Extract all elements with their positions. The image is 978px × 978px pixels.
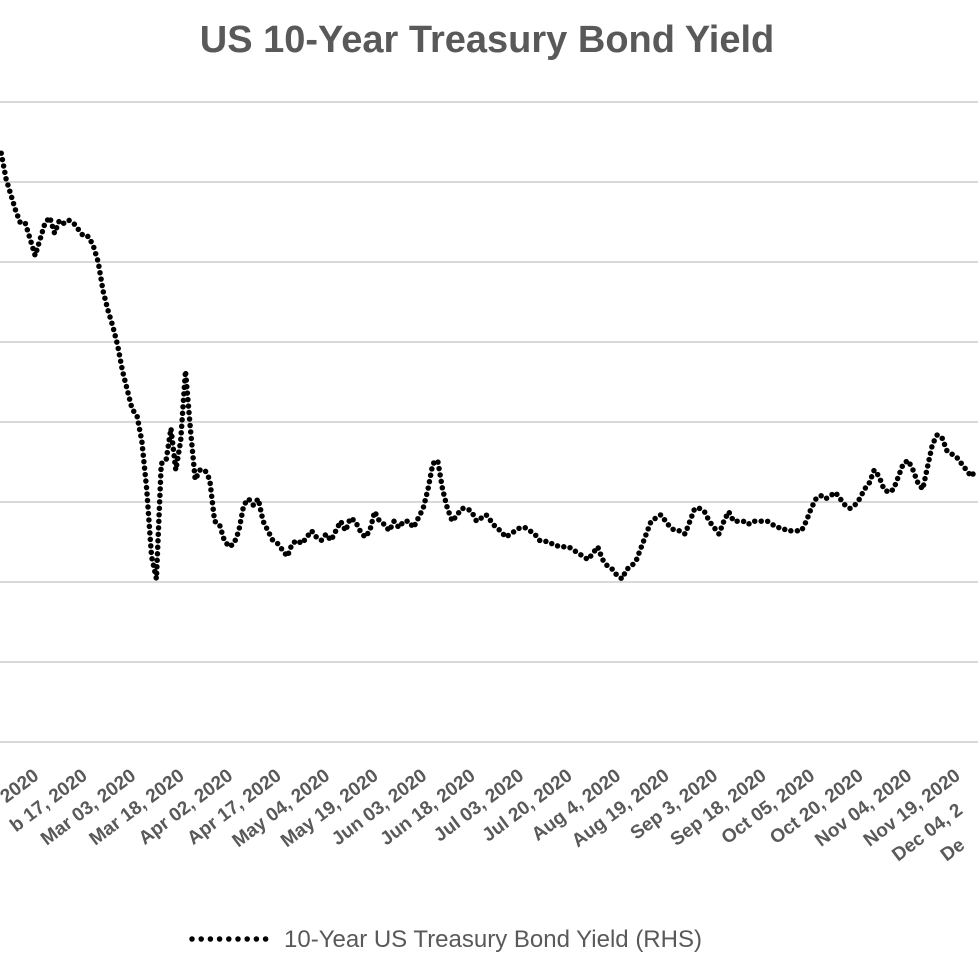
series-line: [0, 150, 978, 583]
legend-label: 10-Year US Treasury Bond Yield (RHS): [284, 926, 702, 953]
chart-title: US 10-Year Treasury Bond Yield: [200, 19, 774, 61]
grid: [0, 101, 978, 743]
